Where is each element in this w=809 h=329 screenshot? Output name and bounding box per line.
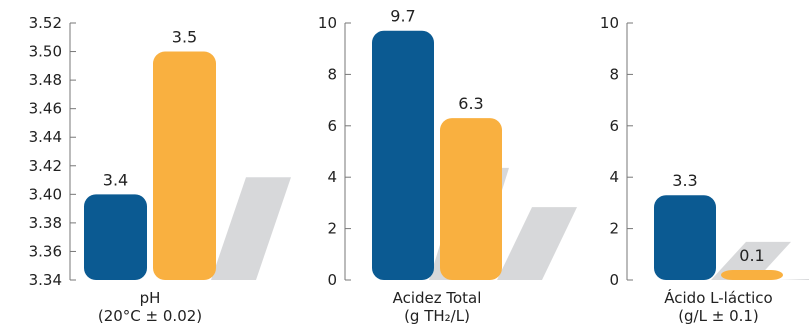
- chart-panel-2: 10 8 6 4 2 0 9.7 6.3 Acidez Total(g TH₂/L): [318, 7, 577, 325]
- bar-primary: [372, 30, 434, 281]
- y-tick-label: 3.48: [29, 71, 62, 89]
- data-label: 9.7: [390, 7, 415, 26]
- y-tick-label: 3.42: [29, 157, 62, 175]
- y-tick-label: 3.46: [29, 100, 62, 118]
- y-tick-label: 0: [327, 271, 337, 289]
- y-tick-label: 3.34: [29, 271, 62, 289]
- y-tick-label: 10: [318, 14, 337, 32]
- y-tick-label: 3.52: [29, 14, 62, 32]
- y-tick-label: 6: [327, 117, 337, 135]
- y-tick-label: 2: [327, 220, 337, 238]
- category-label: pH: [140, 289, 161, 307]
- data-label: 3.3: [672, 171, 697, 190]
- bar-primary: [654, 195, 716, 280]
- data-label: 3.5: [172, 28, 197, 47]
- bar-secondary: [440, 118, 502, 280]
- data-label: 6.3: [458, 94, 483, 113]
- y-tick-label: 3.44: [29, 128, 62, 146]
- y-tick-label: 4: [327, 168, 337, 186]
- y-tick-label: 8: [327, 65, 337, 83]
- bar-shadow: [497, 207, 577, 280]
- chart-panel-1: 3.52 3.50 3.48 3.46 3.44 3.42 3.40 3.38 3.36 3.34…: [29, 14, 291, 325]
- category-label: Ácido L-láctico: [664, 288, 772, 307]
- y-tick-label: 0: [609, 271, 619, 289]
- bar-shadow: [778, 278, 809, 280]
- bar-primary: [84, 194, 147, 280]
- y-tick-label: 6: [609, 117, 619, 135]
- y-tick-label: 3.40: [29, 185, 62, 203]
- data-label: 0.1: [739, 246, 764, 265]
- y-tick-label: 2: [609, 220, 619, 238]
- category-label: (g/L ± 0.1): [678, 307, 759, 325]
- chart-panel-3: 10 8 6 4 2 0 3.3 0.1 Ácido L-láctico(g/L ± 0.1): [600, 14, 809, 325]
- bar-secondary: [721, 270, 783, 280]
- category-label: (g TH₂/L): [404, 307, 470, 325]
- y-tick-label: 3.38: [29, 214, 62, 232]
- y-tick-label: 8: [609, 65, 619, 83]
- y-tick-label: 10: [600, 14, 619, 32]
- category-label: Acidez Total: [393, 289, 482, 307]
- bar-secondary: [153, 51, 216, 280]
- y-tick-label: 3.36: [29, 242, 62, 260]
- bar-shadow: [211, 177, 291, 280]
- data-label: 3.4: [103, 170, 128, 189]
- y-tick-label: 3.50: [29, 43, 62, 61]
- category-label: (20°C ± 0.02): [98, 307, 202, 325]
- y-tick-label: 4: [609, 168, 619, 186]
